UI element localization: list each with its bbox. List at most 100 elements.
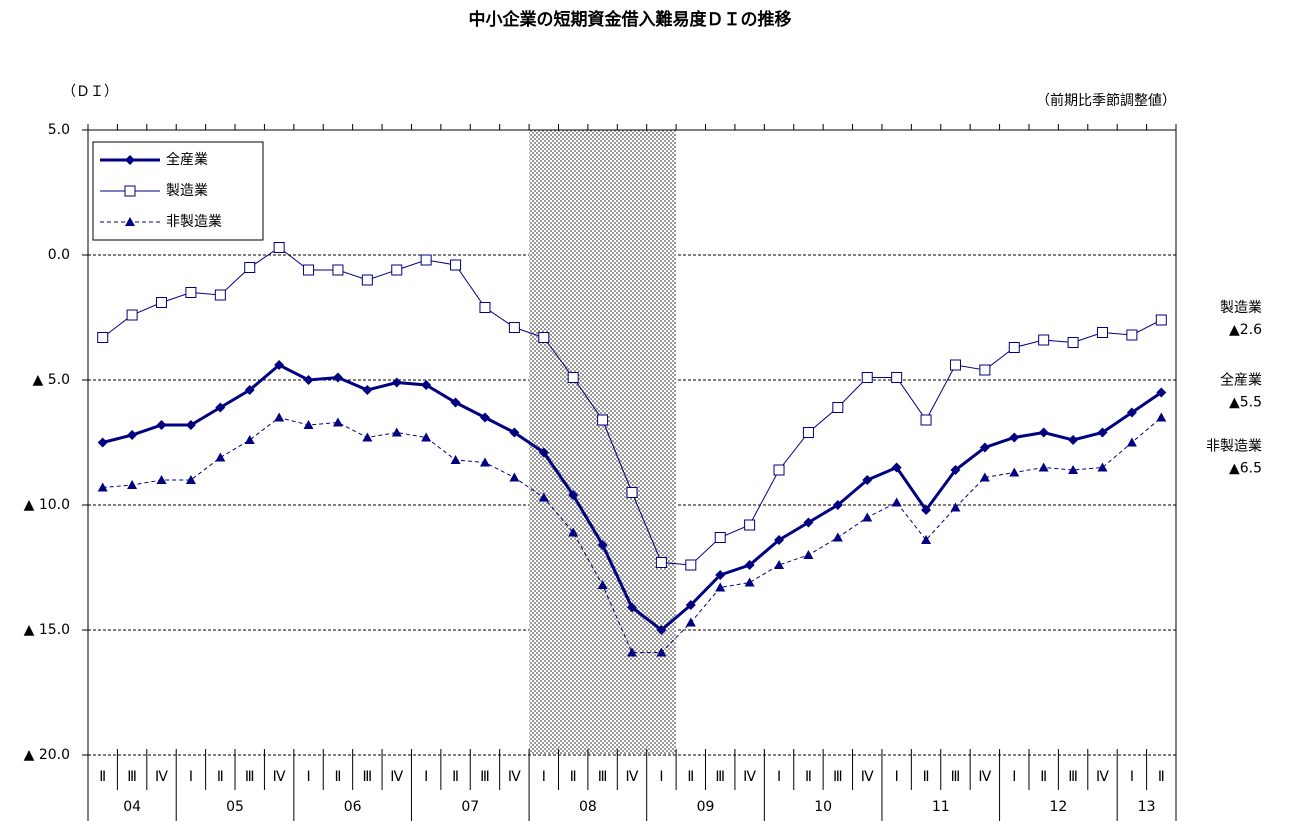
data-point (921, 535, 932, 544)
end-label-name: 非製造業 (1206, 439, 1262, 455)
data-point (1156, 387, 1167, 398)
y-tick-label: ▲ 20.0 (24, 747, 70, 763)
data-point (979, 472, 990, 482)
data-point (803, 550, 814, 559)
group-label: 09 (697, 799, 715, 815)
x-tick-label: Ⅲ (245, 769, 255, 785)
data-point (303, 420, 314, 429)
data-point (1067, 337, 1079, 348)
y-axis-label: （ＤＩ） (62, 84, 118, 100)
legend-marker (125, 155, 135, 165)
end-label-value: ▲6.5 (1229, 461, 1262, 477)
end-label-name: 製造業 (1220, 300, 1262, 316)
group-label: 10 (814, 799, 832, 815)
data-point (126, 309, 138, 321)
data-point (332, 372, 343, 383)
data-point (949, 359, 961, 371)
data-point (244, 435, 255, 444)
x-tick-label: Ⅲ (363, 769, 373, 785)
data-point (744, 560, 755, 570)
y-tick-label: 0.0 (48, 247, 70, 263)
data-point (450, 455, 461, 464)
data-point (715, 582, 726, 592)
data-point (156, 475, 167, 484)
data-point (509, 427, 520, 438)
data-point (1038, 462, 1049, 472)
data-point (597, 414, 609, 426)
data-point (332, 417, 343, 427)
x-tick-label: Ⅳ (1096, 769, 1109, 785)
data-point (332, 264, 344, 276)
x-tick-label: Ⅱ (923, 769, 930, 785)
data-point (450, 259, 462, 271)
x-tick-label: Ⅲ (598, 769, 608, 785)
group-label: 11 (932, 799, 950, 815)
data-point (715, 570, 726, 580)
legend-marker (125, 217, 135, 226)
group-label: 06 (344, 799, 362, 815)
data-point (508, 322, 520, 333)
data-point (538, 492, 549, 502)
y-tick-label: ▲ 5.0 (33, 372, 70, 388)
data-point (1126, 437, 1137, 447)
data-point (420, 254, 432, 266)
x-tick-label: Ⅲ (1068, 769, 1078, 785)
data-point (1068, 465, 1079, 474)
data-point (1126, 329, 1138, 341)
y-tick-label: ▲ 15.0 (24, 622, 70, 638)
note: （前期比季節調整値） (1036, 92, 1176, 109)
data-point (950, 465, 961, 475)
x-tick-label: Ⅱ (1158, 769, 1165, 785)
data-point (1155, 314, 1167, 326)
group-label: 12 (1049, 799, 1067, 815)
x-tick-label: Ⅰ (659, 769, 663, 785)
legend-marker (124, 185, 136, 197)
data-point (215, 402, 226, 413)
data-point (303, 264, 315, 276)
data-point (774, 535, 785, 545)
data-point (1009, 432, 1020, 443)
data-point (950, 502, 961, 512)
data-point (597, 540, 608, 550)
x-tick-label: Ⅰ (1130, 769, 1134, 785)
data-point (274, 412, 285, 422)
data-point (509, 472, 520, 482)
x-tick-label: Ⅳ (273, 769, 286, 785)
data-point (1008, 342, 1020, 353)
x-tick-label: Ⅳ (743, 769, 756, 785)
data-point (274, 360, 285, 370)
data-point (1097, 462, 1108, 472)
data-point (626, 487, 638, 498)
data-point (362, 432, 373, 442)
group-label: 04 (123, 799, 141, 815)
data-point (567, 372, 579, 383)
x-tick-label: Ⅱ (805, 769, 812, 785)
x-tick-label: Ⅲ (480, 769, 490, 785)
data-point (1097, 427, 1108, 438)
data-point (1126, 407, 1137, 418)
data-point (832, 500, 843, 510)
data-point (244, 262, 256, 273)
data-point (214, 289, 226, 301)
data-point (391, 264, 403, 276)
data-point (979, 364, 991, 376)
data-point (273, 242, 285, 253)
data-point (185, 475, 196, 484)
x-tick-label: Ⅰ (777, 769, 781, 785)
data-point (920, 414, 932, 426)
data-point (568, 527, 579, 537)
x-tick-label: Ⅰ (895, 769, 899, 785)
x-tick-label: Ⅰ (542, 769, 546, 785)
x-tick-label: Ⅲ (833, 769, 843, 785)
data-point (450, 397, 461, 408)
data-point (861, 372, 873, 383)
data-point (744, 519, 756, 531)
data-point (1068, 435, 1079, 445)
data-point (421, 380, 432, 390)
data-point (421, 432, 432, 442)
data-point (832, 532, 843, 542)
data-point (479, 302, 491, 313)
data-point (627, 602, 637, 613)
x-tick-label: Ⅳ (626, 769, 639, 785)
